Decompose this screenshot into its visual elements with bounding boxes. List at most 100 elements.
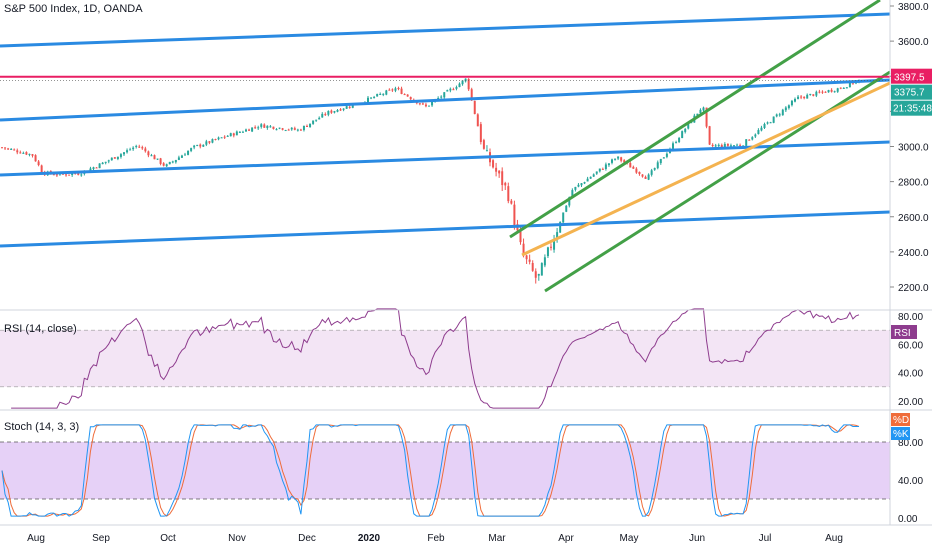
candle-body <box>287 129 290 131</box>
candle-body <box>598 168 601 172</box>
candle-body <box>495 167 498 172</box>
candle-body <box>418 103 421 105</box>
stoch-d-tag-text: %D <box>893 415 909 426</box>
candle-body <box>705 107 708 127</box>
candle-body <box>321 113 324 118</box>
x-tick-label: Mar <box>488 533 506 544</box>
candle-body <box>449 88 452 91</box>
candle-body <box>89 168 92 171</box>
candle-body <box>138 146 141 148</box>
candle-body <box>1 147 3 149</box>
candle-body <box>635 168 638 173</box>
candle-body <box>601 168 604 170</box>
candle-body <box>123 152 125 155</box>
candle-body <box>760 127 763 131</box>
candle-body <box>80 174 83 176</box>
candle-body <box>385 90 388 95</box>
candle-body <box>330 110 333 113</box>
candle-body <box>714 145 717 147</box>
candle-body <box>745 139 748 146</box>
candle-body <box>614 158 617 160</box>
x-tick-label: Nov <box>228 533 246 544</box>
candle-body <box>199 144 202 147</box>
candle-body <box>110 157 113 161</box>
candle-body <box>245 129 247 132</box>
candle-body <box>388 89 391 91</box>
candle-body <box>177 157 180 160</box>
candle-body <box>787 105 790 109</box>
candle-body <box>269 126 272 128</box>
candle-body <box>174 159 177 163</box>
rsi-panel <box>0 308 890 409</box>
candle-body <box>296 129 299 131</box>
candle-body <box>800 96 803 98</box>
candle-body <box>19 152 22 154</box>
candle-body <box>638 171 641 175</box>
candle-body <box>809 93 812 95</box>
candle-body <box>336 110 339 112</box>
candle-body <box>241 131 244 133</box>
candle-body <box>803 96 806 99</box>
candle-body <box>763 123 766 128</box>
candle-body <box>528 259 531 262</box>
candle-body <box>68 174 71 176</box>
candle-body <box>757 130 760 135</box>
candle-body <box>214 139 217 141</box>
candle-body <box>208 141 211 143</box>
price-tick-label: 2400.0 <box>898 248 929 259</box>
candle-body <box>55 174 58 176</box>
candle-body <box>223 136 226 138</box>
candle-body <box>379 93 382 95</box>
candle-body <box>31 154 34 156</box>
candle-body <box>34 155 37 162</box>
candle-body <box>132 147 135 150</box>
candle-body <box>662 157 665 159</box>
candle-body <box>309 123 312 127</box>
candle-body <box>595 171 598 174</box>
candle-body <box>211 139 214 143</box>
candle-body <box>632 166 635 169</box>
candle-body <box>611 159 613 163</box>
candle-body <box>397 87 400 90</box>
stoch-k-tag-text: %K <box>893 429 909 440</box>
candle-body <box>205 141 208 145</box>
current-price-value: 3375.7 <box>894 88 925 99</box>
candle-body <box>751 137 754 140</box>
candle-body <box>284 130 287 132</box>
candle-body <box>126 150 129 153</box>
candle-body <box>739 145 742 147</box>
candle-body <box>162 163 165 166</box>
candle-body <box>772 116 775 123</box>
candle-body <box>583 182 586 184</box>
candle-body <box>790 100 793 106</box>
candle-body <box>467 78 470 90</box>
candle-body <box>318 117 321 120</box>
rsi-line <box>11 308 860 409</box>
candle-body <box>659 158 662 164</box>
candle-body <box>193 145 196 148</box>
candle-body <box>839 87 842 89</box>
candle-body <box>141 147 144 149</box>
candle-body <box>485 150 488 152</box>
stoch-tick-label: 80.00 <box>898 438 923 449</box>
candle-body <box>672 143 674 149</box>
candle-body <box>736 144 739 146</box>
candle-body <box>129 149 132 151</box>
candle-body <box>168 161 171 165</box>
candle-body <box>586 178 589 182</box>
candle-body <box>153 155 156 160</box>
candle-body <box>367 97 369 103</box>
candle-body <box>507 186 510 202</box>
x-tick-label: Dec <box>298 533 316 544</box>
candle-body <box>589 176 592 179</box>
candle-body <box>400 88 403 94</box>
candle-body <box>702 107 705 111</box>
candle-body <box>202 144 205 147</box>
price-tick-label: 3800.0 <box>898 2 929 13</box>
candle-body <box>492 160 495 168</box>
candle-body <box>394 88 397 91</box>
candle-body <box>403 94 406 96</box>
candle-body <box>678 137 681 143</box>
candle-body <box>684 129 687 132</box>
